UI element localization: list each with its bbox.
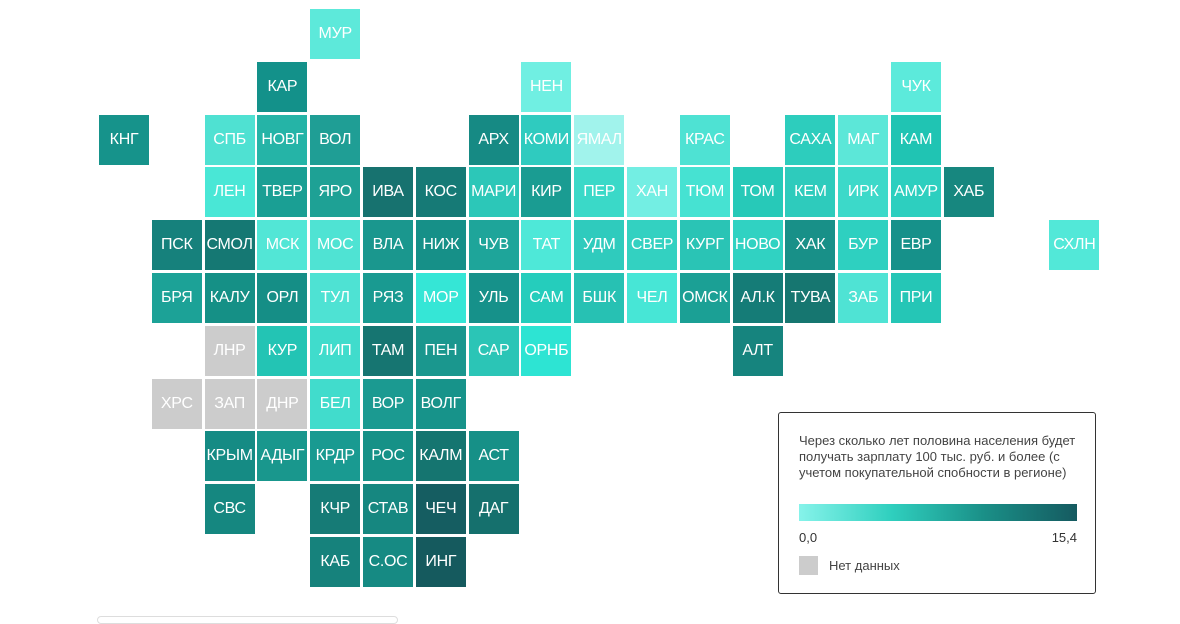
legend-min-label: 0,0 <box>799 530 818 545</box>
region-tile[interactable]: ТЮМ <box>679 167 730 218</box>
region-tile[interactable]: ИВА <box>363 167 413 218</box>
region-tile[interactable]: СМОЛ <box>204 220 255 271</box>
region-tile[interactable]: КРЫМ <box>204 431 255 482</box>
region-tile[interactable]: КЕМ <box>785 167 836 218</box>
region-tile[interactable]: ОМСК <box>679 273 730 323</box>
region-tile[interactable]: СПБ <box>204 114 255 165</box>
region-tile[interactable]: ОРЛ <box>257 273 308 323</box>
region-tile[interactable]: ВОР <box>363 378 413 429</box>
region-tile[interactable]: РОС <box>363 431 413 482</box>
region-tile[interactable]: ХРС <box>151 378 202 429</box>
region-tile[interactable]: САР <box>468 325 519 376</box>
region-tile[interactable]: ЧЕЛ <box>627 273 677 323</box>
region-tile[interactable]: БРЯ <box>151 273 202 323</box>
region-tile[interactable]: АСТ <box>468 431 519 482</box>
region-tile[interactable]: ПСК <box>151 220 202 271</box>
region-tile[interactable]: МАРИ <box>468 167 519 218</box>
region-tile[interactable]: АРХ <box>468 114 519 165</box>
region-tile[interactable]: НОВГ <box>257 114 308 165</box>
region-tile[interactable]: КАЛМ <box>415 431 466 482</box>
region-tile[interactable]: ИРК <box>838 167 889 218</box>
region-tile[interactable]: БШК <box>574 273 625 323</box>
region-tile[interactable]: КИР <box>521 167 572 218</box>
region-tile[interactable]: ЧУВ <box>468 220 519 271</box>
region-tile[interactable]: НИЖ <box>415 220 466 271</box>
region-tile[interactable]: ЛЕН <box>204 167 255 218</box>
region-tile[interactable]: КНГ <box>99 114 149 165</box>
region-tile[interactable]: ЗАБ <box>838 273 889 323</box>
region-tile[interactable]: МСК <box>257 220 308 271</box>
region-tile[interactable]: МОР <box>415 273 466 323</box>
region-tile[interactable]: КЧР <box>310 484 361 535</box>
region-tile[interactable]: ЧУК <box>891 61 941 112</box>
region-tile[interactable]: КРАС <box>679 114 730 165</box>
region-tile[interactable]: ЛНР <box>204 325 255 376</box>
region-tile[interactable]: ЯРО <box>310 167 361 218</box>
region-tile[interactable]: САМ <box>521 273 572 323</box>
region-tile[interactable]: МОС <box>310 220 361 271</box>
region-tile[interactable]: ТАМ <box>363 325 413 376</box>
region-tile[interactable]: СВЕР <box>627 220 677 271</box>
region-tile[interactable]: СВС <box>204 484 255 535</box>
region-tile[interactable]: ПРИ <box>891 273 941 323</box>
region-tile[interactable]: ЛИП <box>310 325 361 376</box>
region-tile[interactable]: САХА <box>785 114 836 165</box>
region-tile[interactable]: ЗАП <box>204 378 255 429</box>
region-tile[interactable]: АДЫГ <box>257 431 308 482</box>
legend-nodata-swatch <box>799 556 818 575</box>
legend-max-label: 15,4 <box>1051 530 1077 545</box>
region-tile[interactable]: КАБ <box>310 537 361 587</box>
region-tile[interactable]: КАЛУ <box>204 273 255 323</box>
region-tile[interactable]: КАР <box>257 61 308 112</box>
region-tile[interactable]: АЛ.К <box>732 273 783 323</box>
legend-color-scale <box>799 504 1077 521</box>
region-tile[interactable]: ПЕР <box>574 167 625 218</box>
legend: Через сколько лет половина населения буд… <box>778 412 1096 594</box>
region-tile[interactable]: НЕН <box>521 61 572 112</box>
region-tile[interactable]: ТАТ <box>521 220 572 271</box>
region-tile[interactable]: ТУЛ <box>310 273 361 323</box>
region-tile[interactable]: ЕВР <box>891 220 941 271</box>
region-tile[interactable]: ИНГ <box>415 537 466 587</box>
region-tile[interactable]: ВОЛГ <box>415 378 466 429</box>
region-tile[interactable]: С.ОС <box>363 537 413 587</box>
region-tile[interactable]: УЛЬ <box>468 273 519 323</box>
bottom-control-strip[interactable] <box>97 616 398 624</box>
legend-title: Через сколько лет половина населения буд… <box>799 433 1076 480</box>
legend-nodata-label: Нет данных <box>829 558 900 573</box>
region-tile[interactable]: КУР <box>257 325 308 376</box>
region-tile[interactable]: БУР <box>838 220 889 271</box>
region-tile[interactable]: КОС <box>415 167 466 218</box>
region-tile[interactable]: УДМ <box>574 220 625 271</box>
region-tile[interactable]: МУР <box>310 9 361 59</box>
region-tile[interactable]: НОВО <box>732 220 783 271</box>
region-tile[interactable]: ТУВА <box>785 273 836 323</box>
region-tile[interactable]: ВЛА <box>363 220 413 271</box>
region-tile[interactable]: РЯЗ <box>363 273 413 323</box>
region-tile[interactable]: АМУР <box>891 167 941 218</box>
region-tile[interactable]: ХАК <box>785 220 836 271</box>
region-tile[interactable]: ХАН <box>627 167 677 218</box>
region-tile[interactable]: КРДР <box>310 431 361 482</box>
region-tile[interactable]: МАГ <box>838 114 889 165</box>
region-tile[interactable]: КОМИ <box>521 114 572 165</box>
region-tile[interactable]: ОРНБ <box>521 325 572 376</box>
region-tile[interactable]: АЛТ <box>732 325 783 376</box>
region-tile[interactable]: ПЕН <box>415 325 466 376</box>
region-tile[interactable]: ТОМ <box>732 167 783 218</box>
region-tile[interactable]: ВОЛ <box>310 114 361 165</box>
region-tile[interactable]: КУРГ <box>679 220 730 271</box>
region-tile[interactable]: ТВЕР <box>257 167 308 218</box>
region-tile[interactable]: ДАГ <box>468 484 519 535</box>
region-tile[interactable]: ДНР <box>257 378 308 429</box>
region-tile[interactable]: ЯМАЛ <box>574 114 625 165</box>
region-tile[interactable]: ЧЕЧ <box>415 484 466 535</box>
region-tile[interactable]: СХЛН <box>1049 220 1100 271</box>
region-tile[interactable]: КАМ <box>891 114 941 165</box>
region-tile[interactable]: ХАБ <box>943 167 994 218</box>
region-tile[interactable]: БЕЛ <box>310 378 361 429</box>
region-tile[interactable]: СТАВ <box>363 484 413 535</box>
